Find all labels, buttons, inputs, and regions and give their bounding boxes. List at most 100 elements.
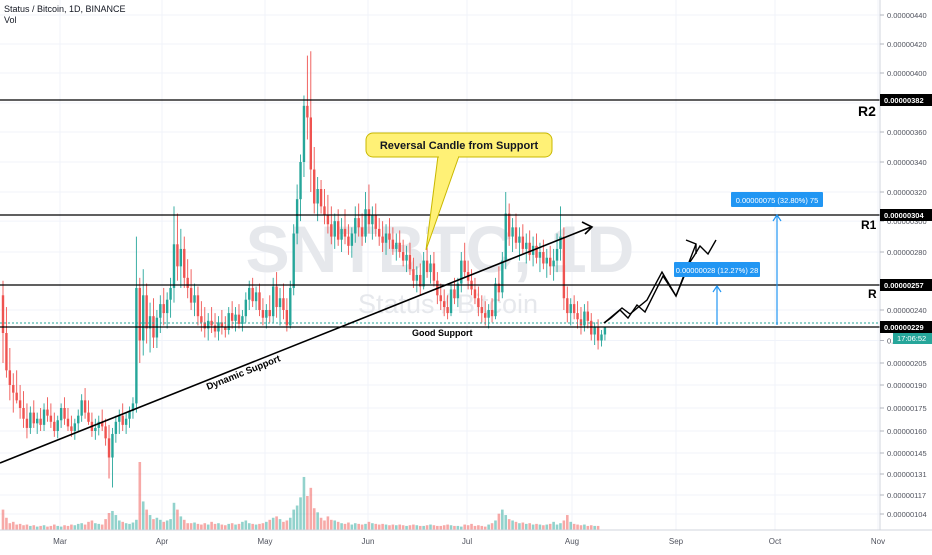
volume-bar xyxy=(35,526,39,530)
chart-grid xyxy=(0,0,880,530)
candle-body xyxy=(234,314,237,321)
candle-body xyxy=(15,392,18,401)
volume-bar xyxy=(131,522,135,530)
volume-bar xyxy=(8,523,12,530)
candle-body xyxy=(59,408,63,421)
volume-bar xyxy=(312,508,316,530)
volume-bar xyxy=(111,510,114,530)
candle-body xyxy=(162,304,165,314)
volume-bar xyxy=(449,525,453,530)
candle-body xyxy=(367,209,371,225)
volume-bar xyxy=(159,519,162,530)
volume-bar xyxy=(11,521,15,530)
candle-body xyxy=(538,252,542,258)
candle-body xyxy=(408,254,412,270)
dynamic-support-line[interactable] xyxy=(0,226,592,464)
candle-body xyxy=(32,412,35,424)
volume-bar xyxy=(278,519,282,530)
candle-body xyxy=(265,310,268,318)
volume-legend[interactable]: Vol xyxy=(4,15,17,25)
candle-body xyxy=(227,313,230,330)
volume-bar xyxy=(528,523,531,530)
measure-small-arrow-icon xyxy=(712,284,722,293)
volume-bar xyxy=(487,524,490,530)
candle-body xyxy=(422,260,425,287)
candle-body xyxy=(432,263,436,281)
volume-bar xyxy=(412,524,415,530)
candle-body xyxy=(511,227,514,237)
time-tick-label: Jul xyxy=(462,537,472,546)
candle-body xyxy=(401,252,405,261)
candle-body xyxy=(100,421,104,427)
candle-body xyxy=(395,242,398,249)
candle-body xyxy=(600,334,603,341)
candle-body xyxy=(569,304,572,314)
candle-body xyxy=(566,298,569,314)
volume-bar xyxy=(333,520,337,530)
volume-bar xyxy=(217,523,220,530)
volume-bar xyxy=(589,525,593,530)
candle-body xyxy=(299,162,302,200)
volume-bar xyxy=(251,523,254,530)
volume-bar xyxy=(309,487,313,530)
price-tick-label: 0.00000190 xyxy=(887,381,927,390)
candle-body xyxy=(172,244,176,288)
volume-bar xyxy=(186,523,189,530)
candle-body xyxy=(456,283,460,299)
candle-body xyxy=(494,283,497,317)
volume-bar xyxy=(241,521,244,530)
candle-body xyxy=(77,415,80,424)
candle-body xyxy=(213,325,217,332)
volume-bar xyxy=(535,523,538,530)
candle-body xyxy=(514,227,518,243)
price-tick-label: 0.00000300 xyxy=(887,217,927,226)
candle-body xyxy=(53,421,56,431)
callout-box[interactable] xyxy=(365,132,553,158)
time-axis[interactable]: Mar Apr May Jun Jul Aug Sep Oct Nov xyxy=(53,537,885,546)
volume-bar xyxy=(439,525,443,530)
volume-bar xyxy=(107,513,111,530)
candle-body xyxy=(302,105,306,162)
volume-bar xyxy=(497,513,501,530)
candle-body xyxy=(480,307,483,314)
volume-bar xyxy=(364,523,367,530)
r-price-tag xyxy=(880,279,932,291)
candle-body xyxy=(501,260,504,293)
volume-bar xyxy=(292,509,295,530)
volume-bar xyxy=(176,509,179,530)
volume-bar xyxy=(425,525,429,530)
volume-bar xyxy=(555,524,559,530)
price-tick-label: 0.00000205 xyxy=(887,359,927,368)
candle-body xyxy=(1,295,5,333)
candle-body xyxy=(241,316,244,324)
volume-bar xyxy=(357,523,360,530)
volume-bar xyxy=(545,524,549,530)
candle-body xyxy=(549,257,552,267)
candle-body xyxy=(525,242,528,249)
candle-body xyxy=(42,409,46,425)
volume-bar xyxy=(148,515,152,530)
symbol-title[interactable]: Status / Bitcoin, 1D, BINANCE xyxy=(4,4,126,14)
price-axis[interactable] xyxy=(879,0,932,530)
current-price-tag xyxy=(880,321,932,333)
candle-body xyxy=(309,117,312,170)
candle-body xyxy=(555,248,559,261)
price-tick-label: 0.00000117 xyxy=(887,491,926,500)
candle-body xyxy=(559,236,562,249)
r-label: R xyxy=(868,287,877,301)
volume-bar xyxy=(579,525,583,530)
projection-arrow-icon xyxy=(685,239,697,254)
candle-body xyxy=(586,311,590,321)
candle-body xyxy=(343,228,347,237)
volume-bar xyxy=(504,515,508,530)
measure-large-box xyxy=(731,192,823,207)
candle-body xyxy=(583,311,586,326)
volume-bar xyxy=(453,525,456,530)
candle-body xyxy=(70,426,73,431)
candle-body xyxy=(484,313,487,318)
volume-bar xyxy=(87,521,90,530)
volume-bar xyxy=(463,524,466,530)
volume-bar xyxy=(121,521,124,530)
